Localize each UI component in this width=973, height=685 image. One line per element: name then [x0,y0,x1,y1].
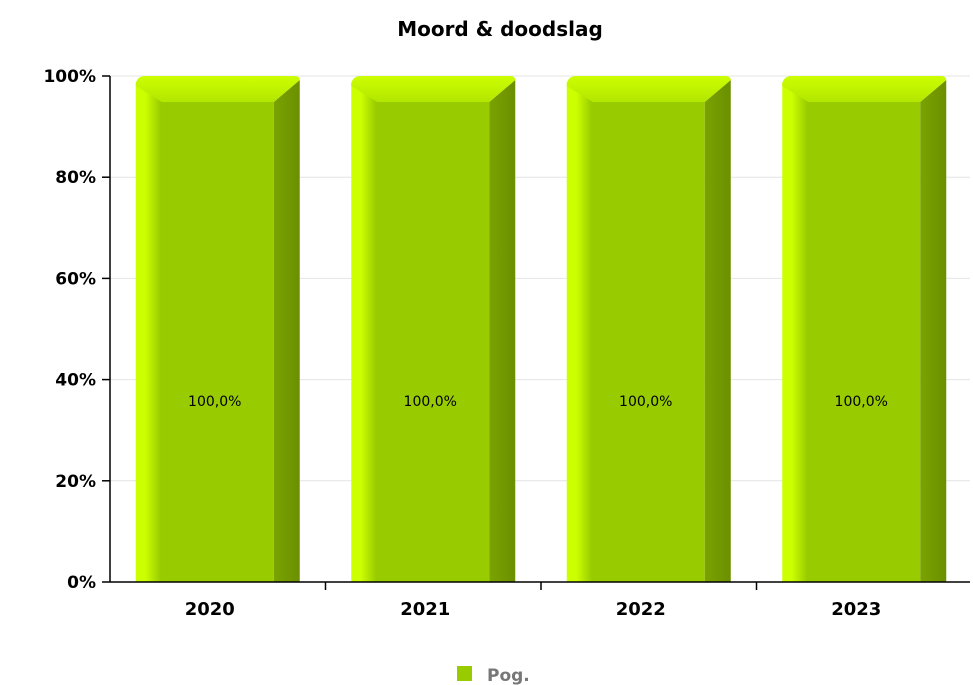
bar-top [566,76,731,102]
data-label-2021: 100,0% [404,394,457,410]
bar-front [135,82,274,582]
bar-side [489,80,516,582]
bar-top [135,76,300,102]
data-label-2023: 100,0% [835,394,888,410]
x-tick-label-2020: 2020 [185,599,235,620]
y-tick-label: 100% [43,67,96,87]
bar-front [782,82,921,582]
bar-2020 [135,76,300,582]
x-tick-label-2022: 2022 [616,599,666,620]
data-label-2022: 100,0% [619,394,672,410]
legend-swatch-pog [457,666,472,681]
data-labels: 100,0% 100,0% 100,0% 100,0% [188,394,888,410]
legend: Pog. [457,666,530,685]
x-tick-label-2023: 2023 [831,599,881,620]
bar-side [704,80,731,582]
y-tick-label: 60% [55,269,96,289]
bar-2023 [782,76,947,582]
y-tick-label: 80% [55,168,96,188]
y-tick-label: 20% [55,472,96,492]
chart-title: Moord & doodslag [397,17,603,41]
bar-side [920,80,947,582]
bar-2021 [351,76,516,582]
bars [135,76,947,582]
x-tick-label-2021: 2021 [400,599,450,620]
bar-2022 [566,76,731,582]
y-tick-label: 40% [55,371,96,391]
bar-top [351,76,516,102]
bar-side [273,80,300,582]
axes: 0% 20% 40% 60% 80% 100% 2020 2021 2022 2023 [43,67,970,620]
bar-front [566,82,705,582]
bar-front [351,82,490,582]
bar-top [782,76,947,102]
data-label-2020: 100,0% [188,394,241,410]
legend-label-pog: Pog. [487,666,530,685]
y-tick-label: 0% [67,573,96,593]
